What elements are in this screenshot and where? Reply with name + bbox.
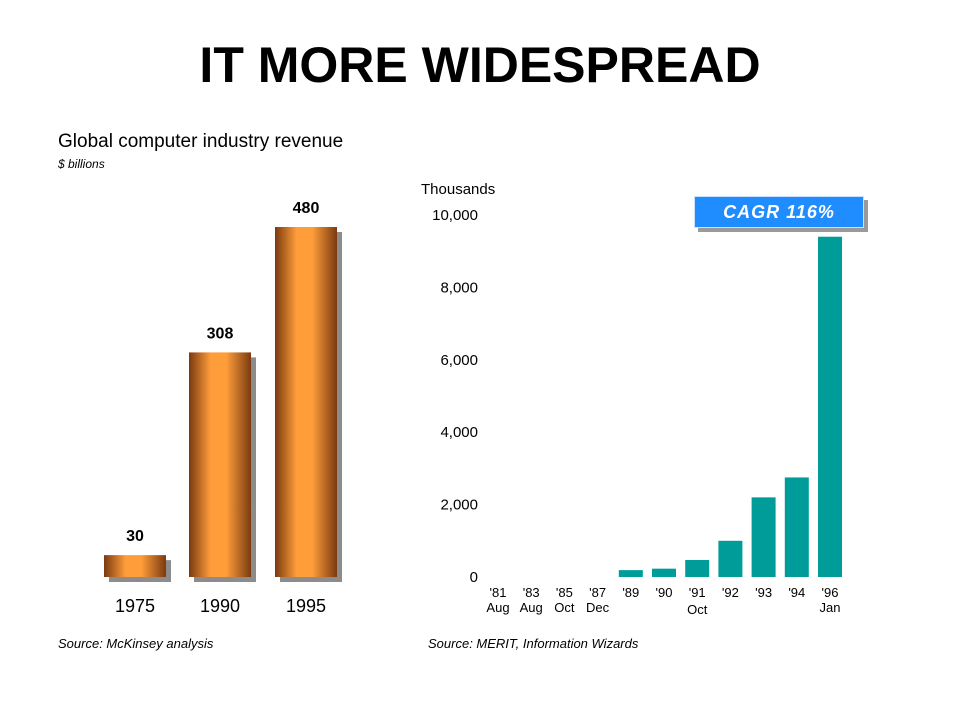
left-bar-value-label: 30 xyxy=(126,528,144,545)
right-category-label: '87 xyxy=(589,585,606,600)
right-ytick-label: 0 xyxy=(470,569,478,586)
right-ytick-label: 8,000 xyxy=(440,279,478,296)
right-category-label: '94 xyxy=(788,585,805,600)
left-chart-source: Source: McKinsey analysis xyxy=(58,636,214,651)
left-bar-value-label: 480 xyxy=(293,200,320,217)
right-bar-94 xyxy=(784,477,809,577)
right-category-label: '81 xyxy=(490,585,507,600)
left-bar-1975 xyxy=(104,555,166,577)
right-category-label: '92 xyxy=(722,585,739,600)
right-category-label: '93 xyxy=(755,585,772,600)
left-chart-title: Global computer industry revenue xyxy=(58,131,344,152)
right-ytick-label: 4,000 xyxy=(440,424,478,441)
right-bar-93 xyxy=(751,497,776,577)
right-chart-unit-label: Thousands xyxy=(421,181,496,198)
left-chart-subtitle: $ billions xyxy=(58,157,105,171)
left-bar-chart: 30 1975 308 1990 480 1995 xyxy=(104,200,342,616)
left-bar-1995 xyxy=(275,227,337,577)
right-category-sublabel: Oct xyxy=(554,600,575,615)
right-bar-92 xyxy=(718,540,743,577)
page-title: IT MORE WIDESPREAD xyxy=(199,37,761,93)
left-bar-value-label: 308 xyxy=(207,325,234,342)
right-ytick-label: 2,000 xyxy=(440,497,478,514)
right-category-label: '89 xyxy=(622,585,639,600)
right-bar-91 xyxy=(685,559,710,577)
right-category-label: '90 xyxy=(656,585,673,600)
right-ytick-label: 10,000 xyxy=(432,207,478,224)
left-category-label: 1975 xyxy=(115,596,155,616)
right-category-sublabel: Jan xyxy=(820,600,841,615)
right-bar-90 xyxy=(652,568,676,577)
right-category-label: '85 xyxy=(556,585,573,600)
right-bar-96 xyxy=(818,236,842,577)
right-category-label: '96 xyxy=(822,585,839,600)
right-category-sublabel: Dec xyxy=(586,600,610,615)
right-category-sublabel: Oct xyxy=(687,602,708,617)
right-bar-89 xyxy=(618,570,643,577)
right-category-label: '83 xyxy=(523,585,540,600)
right-ytick-label: 6,000 xyxy=(440,352,478,369)
right-category-sublabel: Aug xyxy=(520,600,543,615)
right-bar-chart: 02,0004,0006,0008,00010,000'81Aug'83Aug'… xyxy=(432,207,842,617)
cagr-badge: CAGR 116% xyxy=(694,196,864,228)
right-category-sublabel: Aug xyxy=(486,600,509,615)
right-category-label: '91 xyxy=(689,585,706,600)
left-category-label: 1995 xyxy=(286,596,326,616)
right-chart-source: Source: MERIT, Information Wizards xyxy=(428,636,639,651)
left-bar-1990 xyxy=(189,352,251,577)
left-category-label: 1990 xyxy=(200,596,240,616)
